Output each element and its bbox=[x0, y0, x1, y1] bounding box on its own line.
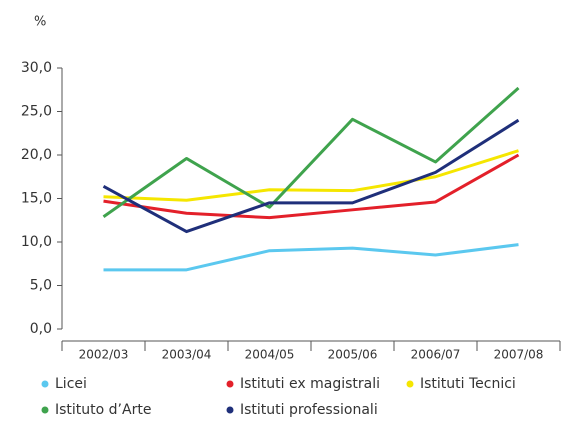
x-tick-label: 2007/08 bbox=[494, 348, 544, 362]
legend-marker bbox=[41, 406, 49, 414]
y-tick-label: 30,0 bbox=[21, 60, 52, 76]
legend-label: Istituti professionali bbox=[240, 402, 378, 418]
series-line bbox=[103, 243, 519, 272]
legend-marker bbox=[406, 380, 414, 388]
legend-marker bbox=[226, 406, 234, 414]
x-tick-label: 2005/06 bbox=[328, 348, 378, 362]
x-tick-label: 2003/04 bbox=[162, 348, 212, 362]
x-tick-label: 2006/07 bbox=[411, 348, 461, 362]
x-tick-label: 2004/05 bbox=[245, 348, 295, 362]
y-tick-label: 5,0 bbox=[30, 278, 52, 294]
y-tick-label: 25,0 bbox=[21, 104, 52, 120]
legend-label: Istituti Tecnici bbox=[420, 376, 516, 392]
series-line bbox=[103, 149, 519, 202]
legend-label: Istituto d’Arte bbox=[55, 402, 151, 418]
x-tick-label: 2002/03 bbox=[79, 348, 129, 362]
legend-label: Istituti ex magistrali bbox=[240, 376, 380, 392]
y-tick-label: 0,0 bbox=[30, 321, 52, 337]
series-line bbox=[102, 118, 520, 234]
legend-marker bbox=[41, 380, 49, 388]
y-tick-label: 20,0 bbox=[21, 147, 52, 163]
series-line bbox=[103, 153, 520, 220]
y-tick-label: 10,0 bbox=[21, 234, 52, 250]
legend-label: Licei bbox=[55, 376, 87, 392]
y-tick-label: 15,0 bbox=[21, 191, 52, 207]
y-axis-label: % bbox=[34, 15, 46, 30]
series-line bbox=[102, 86, 520, 218]
legend-marker bbox=[226, 380, 234, 388]
